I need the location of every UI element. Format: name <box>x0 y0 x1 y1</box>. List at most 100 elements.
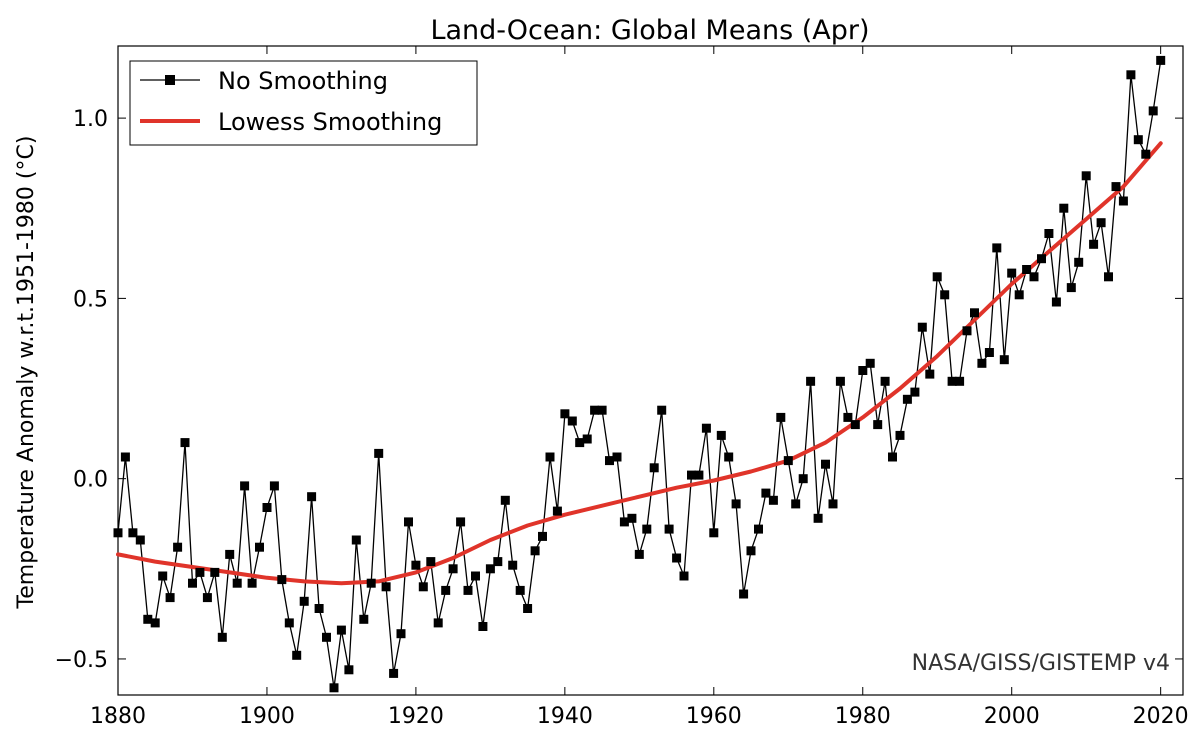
data-point-no-smoothing <box>612 452 622 462</box>
data-point-no-smoothing <box>366 578 376 588</box>
data-point-no-smoothing <box>649 463 659 473</box>
data-point-no-smoothing <box>1126 70 1136 80</box>
data-point-no-smoothing <box>687 470 696 480</box>
data-point-no-smoothing <box>284 618 294 628</box>
plot-frame <box>117 45 1184 696</box>
data-point-no-smoothing <box>701 423 711 433</box>
data-point-no-smoothing <box>113 528 123 538</box>
data-point-no-smoothing <box>441 585 451 595</box>
data-point-no-smoothing <box>1133 135 1143 145</box>
data-point-no-smoothing <box>582 434 592 444</box>
data-point-no-smoothing <box>605 456 614 466</box>
plot-area: 1880 1900 1920 1940 1960 1980 2000 2020 −0.5 0.0 0… <box>55 45 1189 729</box>
data-point-no-smoothing <box>821 459 830 469</box>
data-point-no-smoothing <box>463 585 473 595</box>
x-tick-label: 2020 <box>1133 704 1189 729</box>
data-point-no-smoothing <box>299 596 309 606</box>
data-point-no-smoothing <box>634 549 644 559</box>
data-point-no-smoothing <box>672 553 682 563</box>
data-point-no-smoothing <box>813 513 823 523</box>
data-point-no-smoothing <box>143 614 153 624</box>
data-point-no-smoothing <box>597 405 607 415</box>
data-point-no-smoothing <box>962 326 972 336</box>
data-point-no-smoothing <box>538 531 547 541</box>
data-point-no-smoothing <box>999 355 1009 365</box>
data-point-no-smoothing <box>925 369 935 379</box>
data-point-no-smoothing <box>679 571 689 581</box>
data-point-no-smoothing <box>195 567 205 577</box>
data-point-no-smoothing <box>850 420 860 430</box>
data-point-no-smoothing <box>128 528 138 538</box>
data-point-no-smoothing <box>642 524 652 534</box>
data-point-no-smoothing <box>835 376 845 386</box>
x-tick-label: 2000 <box>984 704 1040 729</box>
data-point-no-smoothing <box>135 535 145 545</box>
x-tick-label: 1900 <box>239 704 295 729</box>
data-point-no-smoothing <box>1044 229 1054 238</box>
data-point-no-smoothing <box>955 376 965 386</box>
data-point-no-smoothing <box>1096 218 1106 228</box>
data-point-no-smoothing <box>411 560 421 570</box>
data-point-no-smoothing <box>664 524 674 534</box>
y-tick-label: −0.5 <box>55 648 108 673</box>
y-tick-label: 1.0 <box>73 107 108 132</box>
data-point-no-smoothing <box>724 452 734 462</box>
data-point-no-smoothing <box>627 513 637 523</box>
data-point-no-smoothing <box>448 564 458 574</box>
data-point-no-smoothing <box>158 571 168 581</box>
data-point-no-smoothing <box>567 416 577 426</box>
data-point-no-smoothing <box>232 578 242 588</box>
data-point-no-smoothing <box>1029 272 1039 282</box>
data-point-no-smoothing <box>709 528 719 538</box>
data-point-no-smoothing <box>575 438 585 448</box>
data-point-no-smoothing <box>240 481 250 491</box>
data-point-no-smoothing <box>739 589 749 599</box>
data-point-no-smoothing <box>418 582 428 592</box>
data-point-no-smoothing <box>1037 254 1046 264</box>
data-point-no-smoothing <box>895 430 905 440</box>
data-point-no-smoothing <box>1104 272 1113 282</box>
y-tick-label: 0.5 <box>73 287 108 312</box>
data-point-no-smoothing <box>314 604 324 613</box>
data-point-no-smoothing <box>120 452 130 462</box>
data-point-no-smoothing <box>1059 203 1069 213</box>
legend-box <box>129 60 478 146</box>
data-point-no-smoothing <box>493 557 503 567</box>
data-point-no-smoothing <box>523 604 533 613</box>
data-point-no-smoothing <box>247 578 257 588</box>
data-point-no-smoothing <box>456 517 466 527</box>
data-point-no-smoothing <box>731 499 741 509</box>
data-point-no-smoothing <box>560 409 570 419</box>
chart-title: Land-Ocean: Global Means (Apr) <box>430 15 869 46</box>
data-point-no-smoothing <box>277 575 287 585</box>
data-point-no-smoothing <box>336 625 346 635</box>
y-tick-label: 0.0 <box>73 468 108 493</box>
data-point-no-smoothing <box>1089 239 1099 249</box>
legend-marker-no-smoothing <box>165 75 175 85</box>
x-tick-label: 1960 <box>686 704 742 729</box>
data-point-no-smoothing <box>880 376 890 386</box>
data-point-no-smoothing <box>374 448 384 458</box>
data-point-no-smoothing <box>1074 257 1084 267</box>
data-point-no-smoothing <box>1148 106 1158 116</box>
data-point-no-smoothing <box>292 650 302 660</box>
data-point-no-smoothing <box>716 430 726 440</box>
data-point-no-smoothing <box>322 632 331 642</box>
data-point-no-smoothing <box>940 290 950 300</box>
data-point-no-smoothing <box>210 567 220 577</box>
data-point-no-smoothing <box>262 503 272 512</box>
data-point-no-smoothing <box>783 456 793 466</box>
data-point-no-smoothing <box>471 571 480 581</box>
x-tick-label: 1880 <box>90 704 146 729</box>
data-point-no-smoothing <box>776 412 786 422</box>
data-point-no-smoothing <box>1111 182 1121 192</box>
data-point-no-smoothing <box>1014 290 1024 300</box>
data-point-no-smoothing <box>947 376 957 386</box>
data-point-no-smoothing <box>694 470 704 480</box>
data-point-no-smoothing <box>1141 149 1151 159</box>
data-point-no-smoothing <box>791 499 801 509</box>
data-point-no-smoothing <box>984 348 994 357</box>
data-point-no-smoothing <box>932 272 942 282</box>
data-point-no-smoothing <box>426 557 436 567</box>
